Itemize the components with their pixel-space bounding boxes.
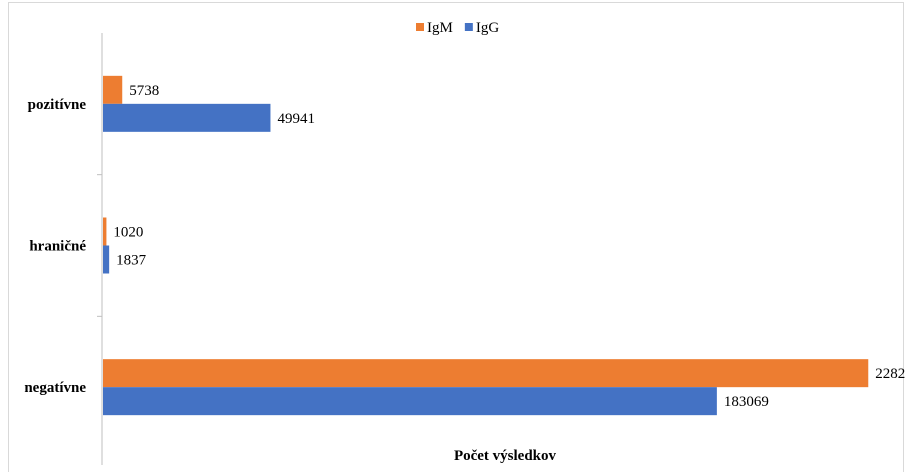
legend-label-igg: IgG [476, 20, 499, 36]
legend-swatch-igm [416, 23, 424, 31]
bar-igm-pozitivne [103, 75, 123, 104]
data-label-igm-hranicne: 1020 [113, 225, 143, 241]
data-label-igg-negativne: 183069 [724, 394, 769, 410]
data-label-igg-hranicne: 1837 [116, 253, 147, 269]
data-label-igm-negativne: 228219 [875, 366, 906, 382]
bar-igm-negativne [103, 359, 869, 388]
legend: IgM IgG [416, 20, 499, 36]
chart-frame [8, 2, 904, 472]
x-axis-title: Počet výsledkov [454, 448, 557, 464]
category-label-pozitivne: pozitívne [28, 97, 87, 113]
category-axis: pozitívne hraničné negatívne [24, 33, 103, 465]
data-label-igg-pozitivne: 49941 [277, 111, 315, 127]
legend-label-igm: IgM [427, 20, 453, 36]
category-label-negativne: negatívne [24, 380, 86, 396]
bar-igm-hranicne [103, 217, 107, 246]
bar-igg-negativne [103, 387, 717, 416]
bars [103, 75, 869, 416]
data-labels: 5738 49941 1020 1837 228219 183069 [113, 83, 906, 410]
bar-igg-hranicne [103, 245, 110, 274]
category-label-hranicne: hraničné [29, 239, 86, 255]
data-label-igm-pozitivne: 5738 [129, 83, 159, 99]
bar-igg-pozitivne [103, 103, 271, 132]
legend-swatch-igg [464, 23, 473, 31]
